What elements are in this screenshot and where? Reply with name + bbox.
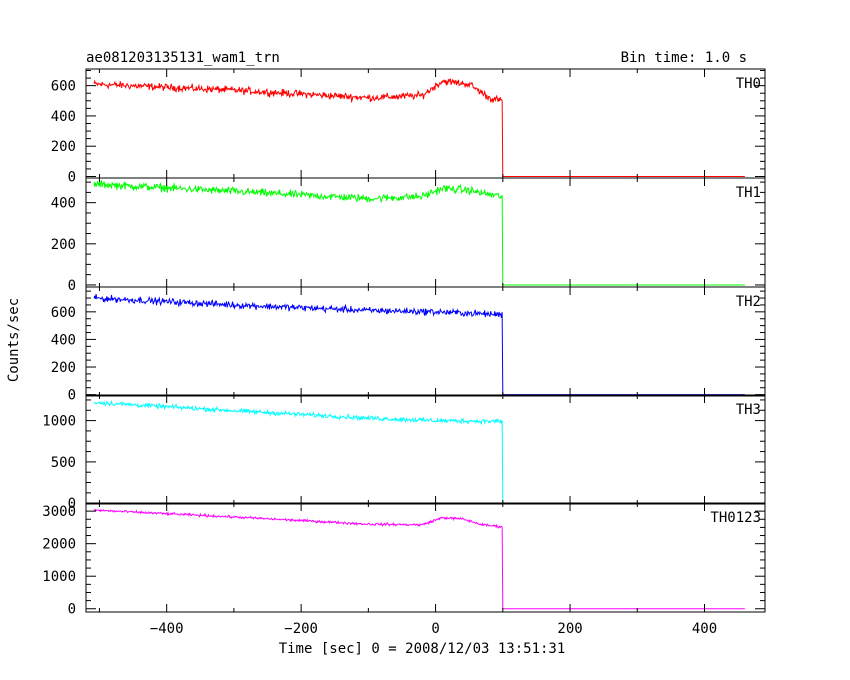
panel-name-label: TH1 xyxy=(736,185,761,201)
x-tick-label: −200 xyxy=(284,621,318,637)
y-tick-label: 600 xyxy=(51,79,76,95)
panel-frame xyxy=(85,286,766,397)
y-tick-label: 0 xyxy=(68,388,76,404)
y-tick-label: 400 xyxy=(51,196,76,212)
y-tick-label: 400 xyxy=(51,109,76,125)
bin-time-label: Bin time: 1.0 s xyxy=(621,50,747,66)
panel-th3: 0 500 1000 TH3 xyxy=(42,394,766,512)
series-line-th0123 xyxy=(93,508,745,610)
panel-name-label: TH2 xyxy=(736,294,761,310)
x-tick-label: 200 xyxy=(557,621,582,637)
chart-title: ae081203135131_wam1_trn xyxy=(86,50,280,66)
panel-frame xyxy=(85,502,766,613)
panel-frame xyxy=(85,394,766,505)
panel-th0123: 0 1000 2000 3000 TH0123 −400 −200 0 200 400 xyxy=(42,502,766,637)
series-line-th3 xyxy=(93,399,745,504)
x-tick-label: 0 xyxy=(431,621,439,637)
y-tick-label: 0 xyxy=(68,496,76,512)
y-tick-label: 1000 xyxy=(42,414,76,430)
series-line-th1 xyxy=(93,180,745,286)
y-axis-label: Counts/sec xyxy=(6,298,22,382)
panel-name-label: TH0123 xyxy=(710,510,761,526)
y-tick-label: 200 xyxy=(51,360,76,376)
series-line-th2 xyxy=(93,293,745,396)
y-tick-label: 600 xyxy=(51,305,76,321)
y-tick-label: 0 xyxy=(68,169,76,185)
panel-frame xyxy=(85,68,766,179)
x-tick-label: 400 xyxy=(692,621,717,637)
y-tick-label: 400 xyxy=(51,332,76,348)
x-tick-label: −400 xyxy=(150,621,184,637)
y-tick-label: 200 xyxy=(51,139,76,155)
y-tick-label: 0 xyxy=(68,602,76,618)
y-tick-label: 500 xyxy=(51,455,76,471)
y-tick-label: 2000 xyxy=(42,537,76,553)
panel-th0: 0 200 400 600 TH0 xyxy=(51,68,766,185)
panel-name-label: TH0 xyxy=(736,76,761,92)
panel-th2: 0 200 400 600 TH2 xyxy=(51,286,766,404)
x-axis-label: Time [sec] 0 = 2008/12/03 13:51:31 xyxy=(279,641,566,657)
y-tick-label: 1000 xyxy=(42,569,76,585)
y-tick-label: 200 xyxy=(51,237,76,253)
panel-name-label: TH3 xyxy=(736,402,761,418)
y-tick-label: 3000 xyxy=(42,504,76,520)
panel-th1: 0 200 400 TH1 xyxy=(51,177,766,294)
series-line-th0 xyxy=(93,78,745,177)
y-tick-label: 0 xyxy=(68,278,76,294)
